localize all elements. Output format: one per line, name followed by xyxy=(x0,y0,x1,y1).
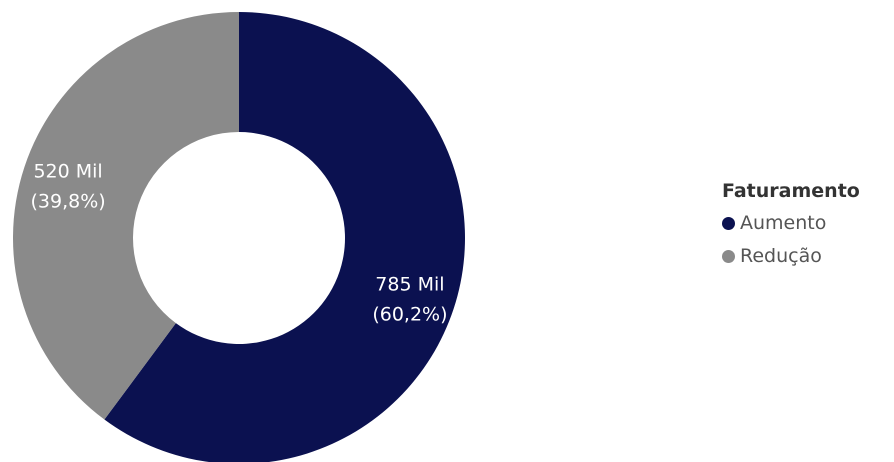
slice-percent-label: (39,8%) xyxy=(30,191,105,213)
slice-value-label: 520 Mil xyxy=(33,161,102,183)
legend-dot-icon xyxy=(722,249,735,263)
legend-dot-icon xyxy=(722,216,735,230)
slice-aumento[interactable] xyxy=(104,12,465,462)
slice-value-label: 785 Mil xyxy=(375,273,444,295)
legend: Faturamento Aumento Redução xyxy=(722,180,860,278)
legend-title: Faturamento xyxy=(722,180,860,202)
legend-item[interactable]: Aumento xyxy=(722,212,860,234)
slice-percent-label: (60,2%) xyxy=(372,303,447,325)
legend-item-label: Redução xyxy=(740,245,822,267)
donut-chart: 785 Mil (60,2%) 520 Mil (39,8%) xyxy=(13,12,465,462)
legend-item-label: Aumento xyxy=(740,212,827,234)
slice-reducao[interactable] xyxy=(13,12,240,420)
legend-items: Aumento Redução xyxy=(722,212,860,267)
legend-item[interactable]: Redução xyxy=(722,245,860,267)
